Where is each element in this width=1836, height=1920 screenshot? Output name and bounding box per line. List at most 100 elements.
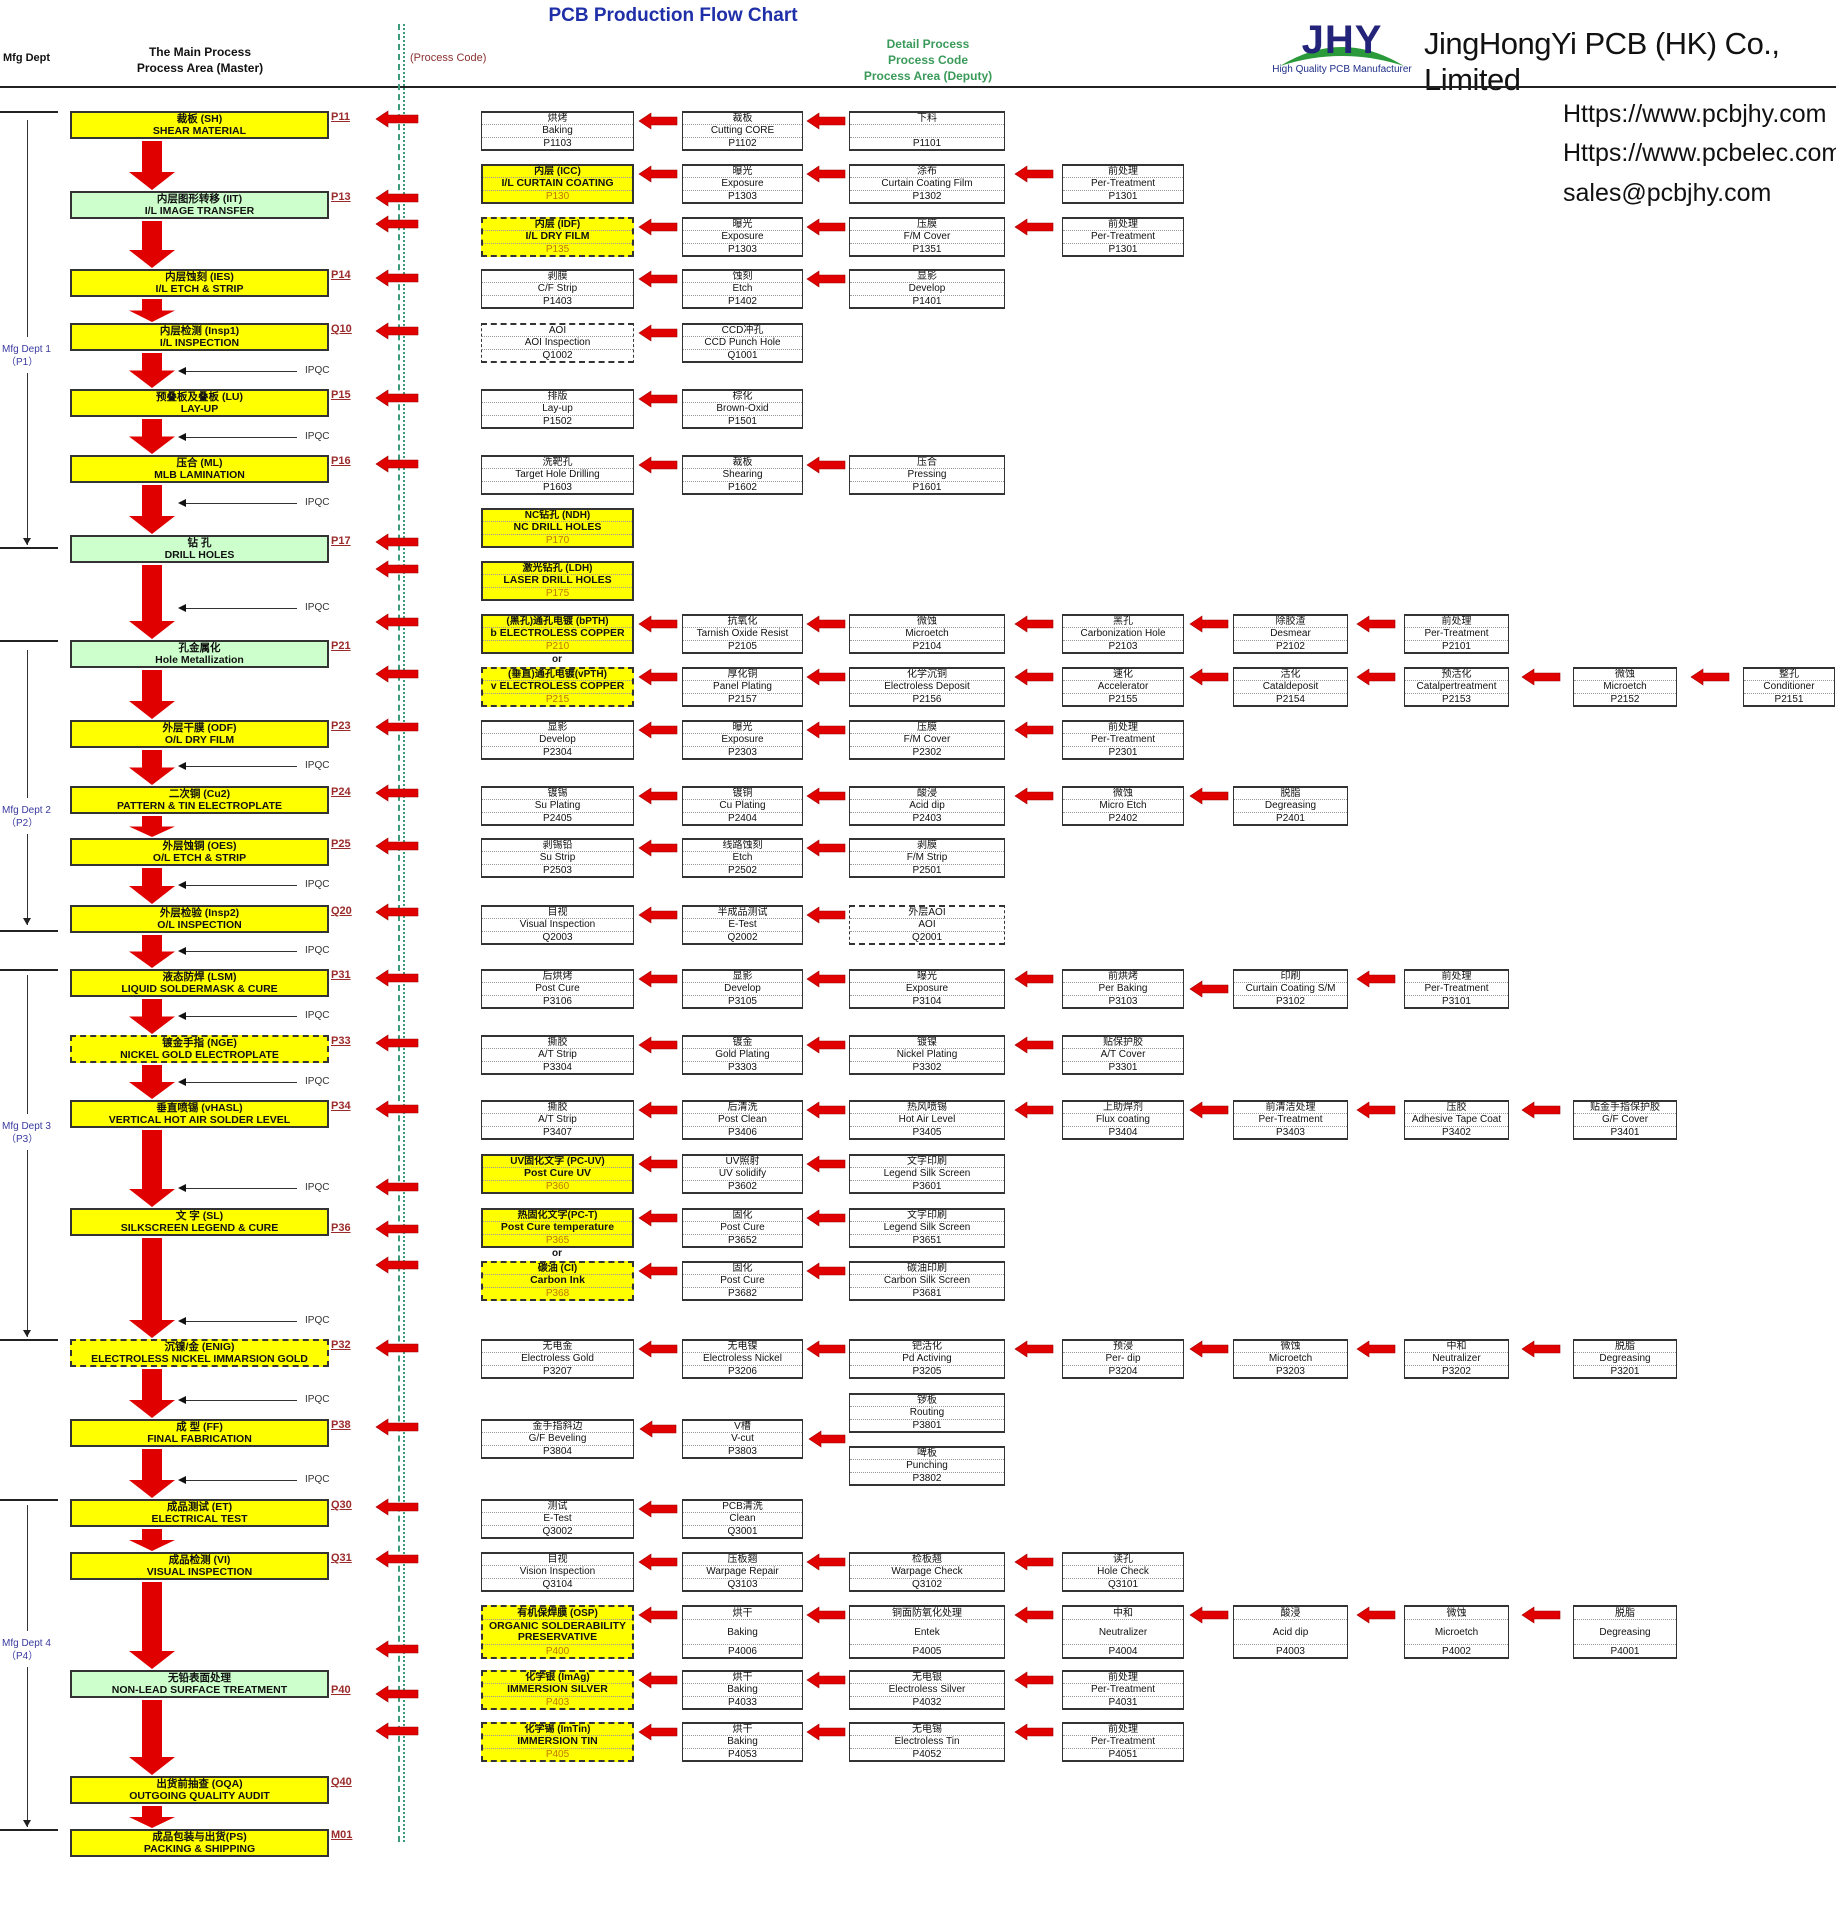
detail-step-p365[interactable]: 热固化文字(PC-T) Post Cure temperature P365	[481, 1208, 634, 1248]
detail-step-p3402[interactable]: 压胶 Adhesive Tape Coat P3402	[1404, 1100, 1509, 1140]
detail-step-p4033[interactable]: 烘干 Baking P4033	[682, 1670, 803, 1710]
detail-step-p4004[interactable]: 中和 Neutralizer P4004	[1062, 1605, 1184, 1659]
detail-step-p1303[interactable]: 曝光 Exposure P1303	[682, 164, 803, 204]
detail-step-p3681[interactable]: 碳油印刷 Carbon Silk Screen P3681	[849, 1261, 1005, 1301]
main-step-q10[interactable]: 内层检测 (Insp1) I/L INSPECTION	[70, 323, 329, 351]
detail-step-p4052[interactable]: 无电锡 Electroless Tin P4052	[849, 1722, 1005, 1762]
detail-step-p1501[interactable]: 棕化 Brown-Oxid P1501	[682, 389, 803, 429]
detail-step-p3104[interactable]: 曝光 Exposure P3104	[849, 969, 1005, 1009]
main-step-p15[interactable]: 预叠板及叠板 (LU) LAY-UP	[70, 389, 329, 417]
detail-step-p2157[interactable]: 厚化铜 Panel Plating P2157	[682, 667, 803, 707]
detail-step-p3651[interactable]: 文字印刷 Legend Silk Screen P3651	[849, 1208, 1005, 1248]
detail-step-p1603[interactable]: 洗靶孔 Target Hole Drilling P1603	[481, 455, 634, 495]
detail-step-p3304[interactable]: 撕胶 A/T Strip P3304	[481, 1035, 634, 1075]
detail-step-p175[interactable]: 激光钻孔 (LDH) LASER DRILL HOLES P175	[481, 561, 634, 601]
detail-step-p2105[interactable]: 抗氧化 Tarnish Oxide Resist P2105	[682, 614, 803, 654]
main-step-p17[interactable]: 钻 孔 DRILL HOLES	[70, 535, 329, 563]
detail-step-q3104[interactable]: 目视 Vision Inspection Q3104	[481, 1552, 634, 1592]
detail-step-p1101[interactable]: 下料 P1101	[849, 111, 1005, 151]
detail-step-p4001[interactable]: 脱脂 Degreasing P4001	[1573, 1605, 1677, 1659]
detail-step-p2102[interactable]: 除胶渣 Desmear P2102	[1233, 614, 1348, 654]
detail-step-p170[interactable]: NC钻孔 (NDH) NC DRILL HOLES P170	[481, 508, 634, 548]
process-code-link[interactable]: P23	[331, 720, 351, 732]
main-step-p31[interactable]: 液态防焊 (LSM) LIQUID SOLDERMASK & CURE	[70, 969, 329, 997]
detail-step-p400[interactable]: 有机保焊膜 (OSP) ORGANIC SOLDERABILITY PRESERV…	[481, 1605, 634, 1659]
detail-step-p3401[interactable]: 贴金手指保护胶 G/F Cover P3401	[1573, 1100, 1677, 1140]
detail-step-p1402[interactable]: 蚀刻 Etch P1402	[682, 269, 803, 309]
main-step-p38[interactable]: 成 型 (FF) FINAL FABRICATION	[70, 1419, 329, 1447]
detail-step-p1301[interactable]: 前处理 Per-Treatment P1301	[1062, 217, 1184, 257]
detail-step-p3204[interactable]: 预浸 Per- dip P3204	[1062, 1339, 1184, 1379]
process-code-link[interactable]: P17	[331, 535, 351, 547]
detail-step-p3803[interactable]: V槽 V-cut P3803	[682, 1419, 803, 1459]
detail-step-q3101[interactable]: 读孔 Hole Check Q3101	[1062, 1552, 1184, 1592]
detail-step-p405[interactable]: 化学锡 (ImTin) IMMERSION TIN P405	[481, 1722, 634, 1762]
main-step-p33[interactable]: 镀金手指 (NGE) NICKEL GOLD ELECTROPLATE	[70, 1035, 329, 1063]
process-code-link[interactable]: M01	[331, 1829, 353, 1841]
detail-step-p403[interactable]: 化学银 (ImAg) IMMERSION SILVER P403	[481, 1670, 634, 1710]
process-code-link[interactable]: Q10	[331, 323, 352, 335]
detail-step-p1401[interactable]: 显影 Develop P1401	[849, 269, 1005, 309]
process-code-link[interactable]: Q31	[331, 1552, 352, 1564]
main-step-q20[interactable]: 外层检验 (Insp2) O/L INSPECTION	[70, 905, 329, 933]
detail-step-p3602[interactable]: UV照射 UV solidify P3602	[682, 1154, 803, 1194]
detail-step-p2401[interactable]: 脱脂 Degreasing P2401	[1233, 786, 1348, 826]
detail-step-p3407[interactable]: 撕胶 A/T Strip P3407	[481, 1100, 634, 1140]
main-step-m01[interactable]: 成品包装与出货(PS) PACKING & SHIPPING	[70, 1829, 329, 1857]
main-step-p24[interactable]: 二次铜 (Cu2) PATTERN & TIN ELECTROPLATE	[70, 786, 329, 814]
process-code-link[interactable]: Q30	[331, 1499, 352, 1511]
detail-step-p4002[interactable]: 微蚀 Microetch P4002	[1404, 1605, 1509, 1659]
detail-step-p4006[interactable]: 烘干 Baking P4006	[682, 1605, 803, 1659]
process-code-link[interactable]: P38	[331, 1419, 351, 1431]
detail-step-p3405[interactable]: 热风喷锡 Hot Air Level P3405	[849, 1100, 1005, 1140]
detail-step-p3103[interactable]: 前烘烤 Per Baking P3103	[1062, 969, 1184, 1009]
detail-step-p2154[interactable]: 活化 Cataldeposit P2154	[1233, 667, 1348, 707]
detail-step-p3406[interactable]: 后清洗 Post Clean P3406	[682, 1100, 803, 1140]
detail-step-q3002[interactable]: 测试 E-Test Q3002	[481, 1499, 634, 1539]
main-step-p32[interactable]: 沉镍/金 (ENIG) ELECTROLESS NICKEL IMMARSION …	[70, 1339, 329, 1367]
detail-step-p3301[interactable]: 贴保护胶 A/T Cover P3301	[1062, 1035, 1184, 1075]
detail-step-p130[interactable]: 内层 (ICC) I/L CURTAIN COATING P130	[481, 164, 634, 204]
detail-step-p368[interactable]: 碳油 (CI) Carbon Ink P368	[481, 1261, 634, 1301]
detail-step-p2501[interactable]: 剥膜 F/M Strip P2501	[849, 838, 1005, 878]
detail-step-p4032[interactable]: 无电银 Electroless Silver P4032	[849, 1670, 1005, 1710]
detail-step-p2301[interactable]: 前处理 Per-Treatment P2301	[1062, 720, 1184, 760]
process-code-link[interactable]: P40	[331, 1684, 351, 1696]
process-code-link[interactable]: P13	[331, 191, 351, 203]
detail-step-p4031[interactable]: 前处理 Per-Treatment P4031	[1062, 1670, 1184, 1710]
detail-step-p3207[interactable]: 无电金 Electroless Gold P3207	[481, 1339, 634, 1379]
detail-step-p1502[interactable]: 排版 Lay-up P1502	[481, 389, 634, 429]
detail-step-p4005[interactable]: 铜面防氧化处理 Entek P4005	[849, 1605, 1005, 1659]
process-code-link[interactable]: P31	[331, 969, 351, 981]
detail-step-p3652[interactable]: 固化 Post Cure P3652	[682, 1208, 803, 1248]
email-link[interactable]: sales@pcbjhy.com	[1563, 179, 1772, 207]
detail-step-p2502[interactable]: 线路蚀刻 Etch P2502	[682, 838, 803, 878]
detail-step-p2155[interactable]: 速化 Accelerator P2155	[1062, 667, 1184, 707]
detail-step-p2303[interactable]: 曝光 Exposure P2303	[682, 720, 803, 760]
detail-step-p3802[interactable]: 啤板 Punching P3802	[849, 1446, 1005, 1486]
website-link-1[interactable]: Https://www.pcbjhy.com	[1563, 100, 1827, 128]
detail-step-p3404[interactable]: 上助焊剂 Flux coating P3404	[1062, 1100, 1184, 1140]
detail-step-p3203[interactable]: 微蚀 Microetch P3203	[1233, 1339, 1348, 1379]
detail-step-p2103[interactable]: 黑孔 Carbonization Hole P2103	[1062, 614, 1184, 654]
detail-step-p2104[interactable]: 微蚀 Microetch P2104	[849, 614, 1005, 654]
detail-step-q2001[interactable]: 外层AOI AOI Q2001	[849, 905, 1005, 945]
detail-step-p360[interactable]: UV固化文字 (PC-UV) Post Cure UV P360	[481, 1154, 634, 1194]
main-step-q40[interactable]: 出货前抽查 (OQA) OUTGOING QUALITY AUDIT	[70, 1776, 329, 1804]
detail-step-p3106[interactable]: 后烘烤 Post Cure P3106	[481, 969, 634, 1009]
detail-step-p3302[interactable]: 镀镍 Nickel Plating P3302	[849, 1035, 1005, 1075]
detail-step-q1001[interactable]: CCD冲孔 CCD Punch Hole Q1001	[682, 323, 803, 363]
detail-step-p3102[interactable]: 印刷 Curtain Coating S/M P3102	[1233, 969, 1348, 1009]
process-code-link[interactable]: P36	[331, 1222, 351, 1234]
detail-step-p3105[interactable]: 显影 Develop P3105	[682, 969, 803, 1009]
detail-step-p2152[interactable]: 微蚀 Microetch P2152	[1573, 667, 1677, 707]
detail-step-p3206[interactable]: 无电镍 Electroless Nickel P3206	[682, 1339, 803, 1379]
detail-step-p4051[interactable]: 前处理 Per-Treatment P4051	[1062, 1722, 1184, 1762]
detail-step-p1103[interactable]: 烘烤 Baking P1103	[481, 111, 634, 151]
detail-step-q2003[interactable]: 目视 Visual Inspection Q2003	[481, 905, 634, 945]
detail-step-p2405[interactable]: 镀锡 Su Plating P2405	[481, 786, 634, 826]
detail-step-q1002[interactable]: AOI AOI Inspection Q1002	[481, 323, 634, 363]
detail-step-p2156[interactable]: 化学沉铜 Electroless Deposit P2156	[849, 667, 1005, 707]
process-code-link[interactable]: P16	[331, 455, 351, 467]
detail-step-p1602[interactable]: 裁板 Shearing P1602	[682, 455, 803, 495]
